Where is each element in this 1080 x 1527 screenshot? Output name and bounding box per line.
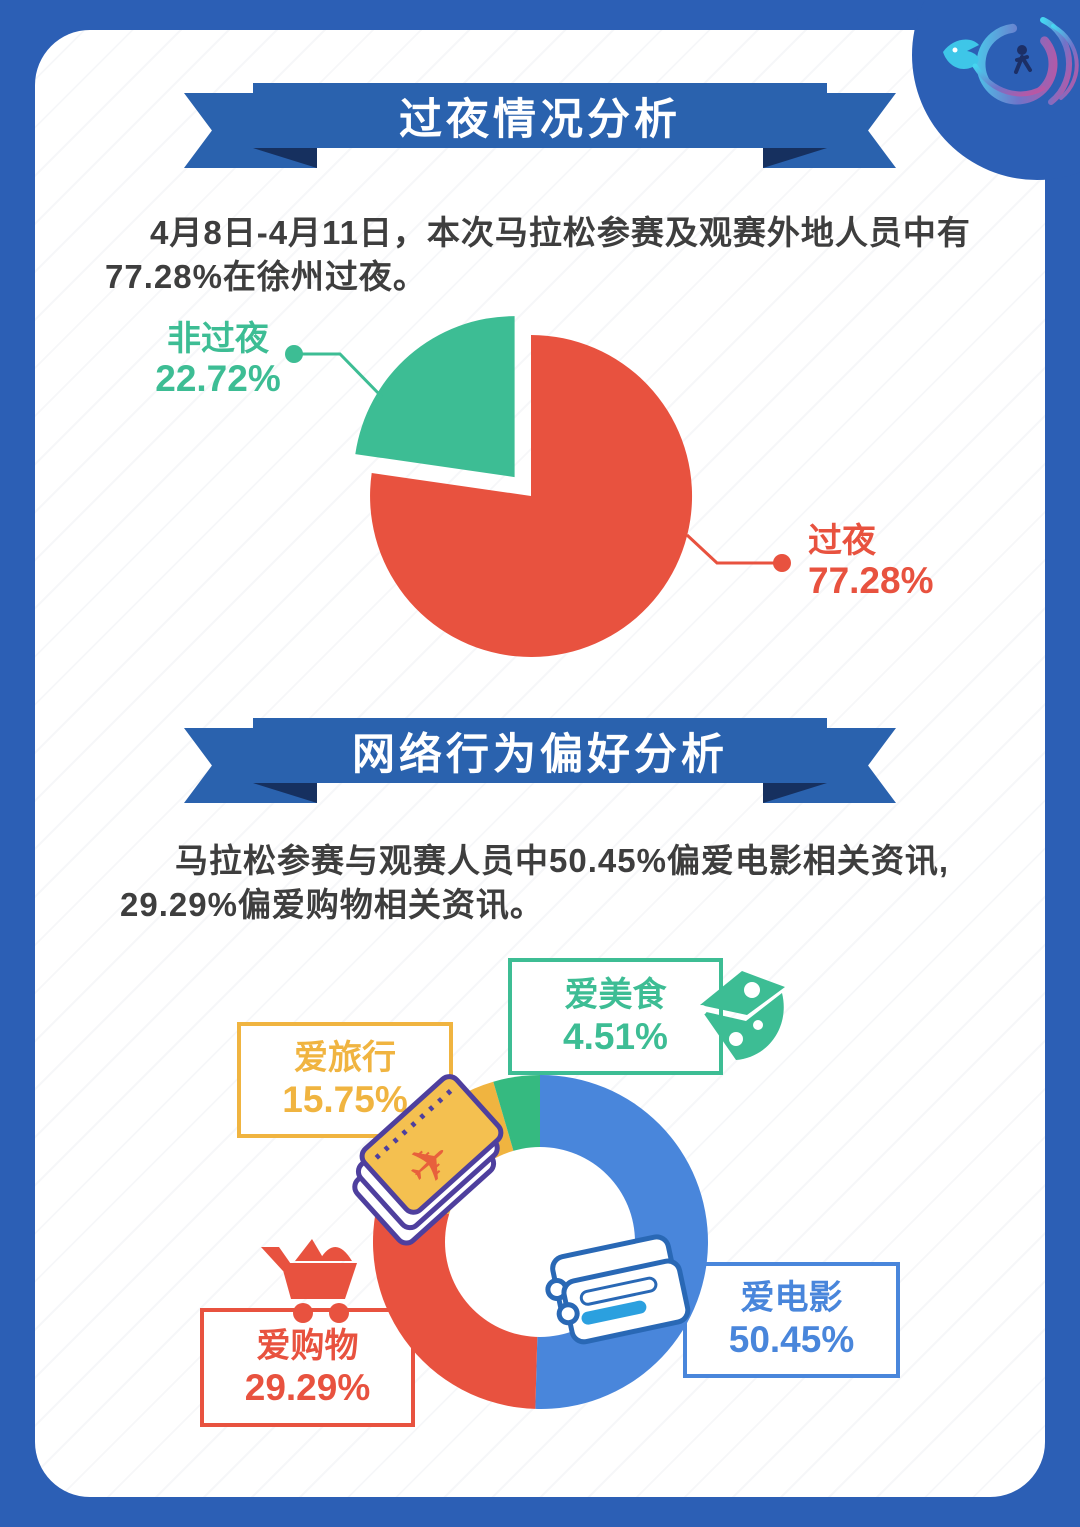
- section2-banner-ribbon: 网络行为偏好分析: [0, 718, 1080, 918]
- label-non-overnight-name: 非过夜: [167, 320, 269, 358]
- section1-paragraph-line1: 4月8日-4月11日，本次马拉松参赛及观赛外地人员中有: [150, 214, 971, 251]
- label-movie-value: 50.45%: [728, 1319, 855, 1361]
- label-food-value: 4.51%: [563, 1015, 668, 1057]
- label-box-shopping: 爱购物 29.29%: [200, 1308, 415, 1427]
- label-overnight-value: 77.28%: [808, 560, 934, 602]
- label-box-travel: 爱旅行 15.75%: [237, 1022, 453, 1138]
- label-travel-name: 爱旅行: [294, 1039, 396, 1078]
- section1-banner-title: 过夜情况分析: [253, 83, 827, 148]
- marathon-dragon-logo: [943, 17, 1079, 105]
- label-food-name: 爱美食: [564, 975, 667, 1014]
- runner-icon: [1014, 45, 1032, 74]
- section2-paragraph-line1: 马拉松参赛与观赛人员中50.45%偏爱电影相关资讯,: [175, 842, 950, 879]
- section2-paragraph-line2: 29.29%偏爱购物相关资讯。: [120, 886, 544, 923]
- label-non-overnight-value: 22.72%: [155, 358, 281, 400]
- label-movie-name: 爱电影: [740, 1279, 843, 1318]
- label-shopping-name: 爱购物: [256, 1326, 359, 1365]
- label-box-movie: 爱电影 50.45%: [683, 1262, 900, 1378]
- label-travel-value: 15.75%: [282, 1079, 408, 1121]
- label-non-overnight: 非过夜 22.72%: [145, 320, 291, 400]
- section1-banner-ribbon: 过夜情况分析: [0, 83, 1080, 283]
- label-overnight: 过夜 77.28%: [808, 522, 934, 602]
- section2-banner-title: 网络行为偏好分析: [253, 718, 827, 783]
- label-box-food: 爱美食 4.51%: [508, 958, 723, 1075]
- dragon-swoosh-icon: [943, 17, 1079, 105]
- section1-paragraph-line2: 77.28%在徐州过夜。: [105, 258, 427, 295]
- label-overnight-name: 过夜: [808, 522, 876, 560]
- label-shopping-value: 29.29%: [244, 1366, 371, 1408]
